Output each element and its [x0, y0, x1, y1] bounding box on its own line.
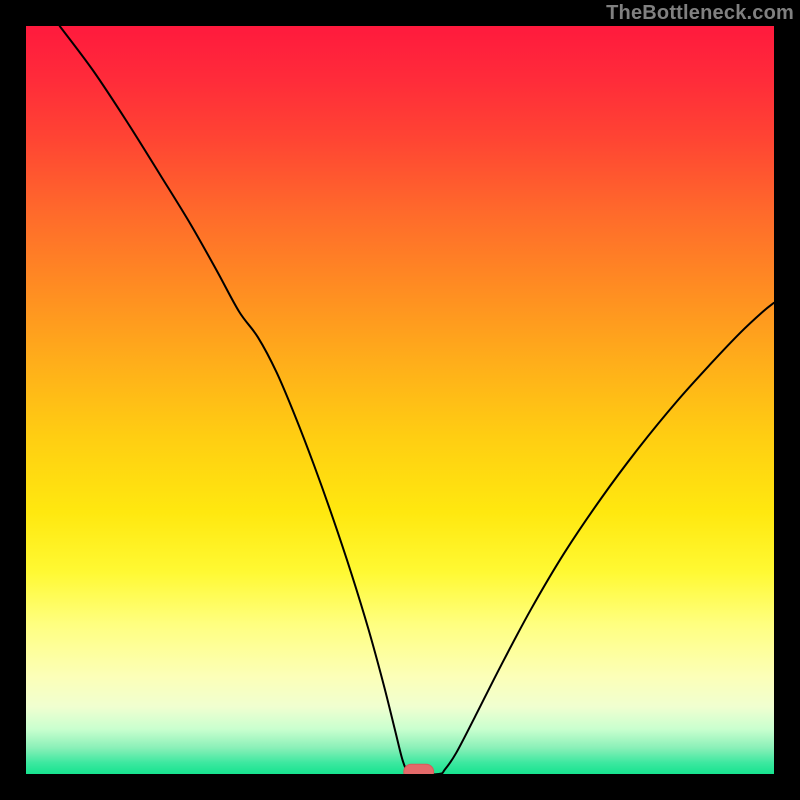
- watermark-text: TheBottleneck.com: [606, 2, 794, 25]
- bottleneck-chart: [0, 0, 800, 800]
- optimal-point-marker: [404, 764, 434, 779]
- chart-frame: TheBottleneck.com: [0, 0, 800, 800]
